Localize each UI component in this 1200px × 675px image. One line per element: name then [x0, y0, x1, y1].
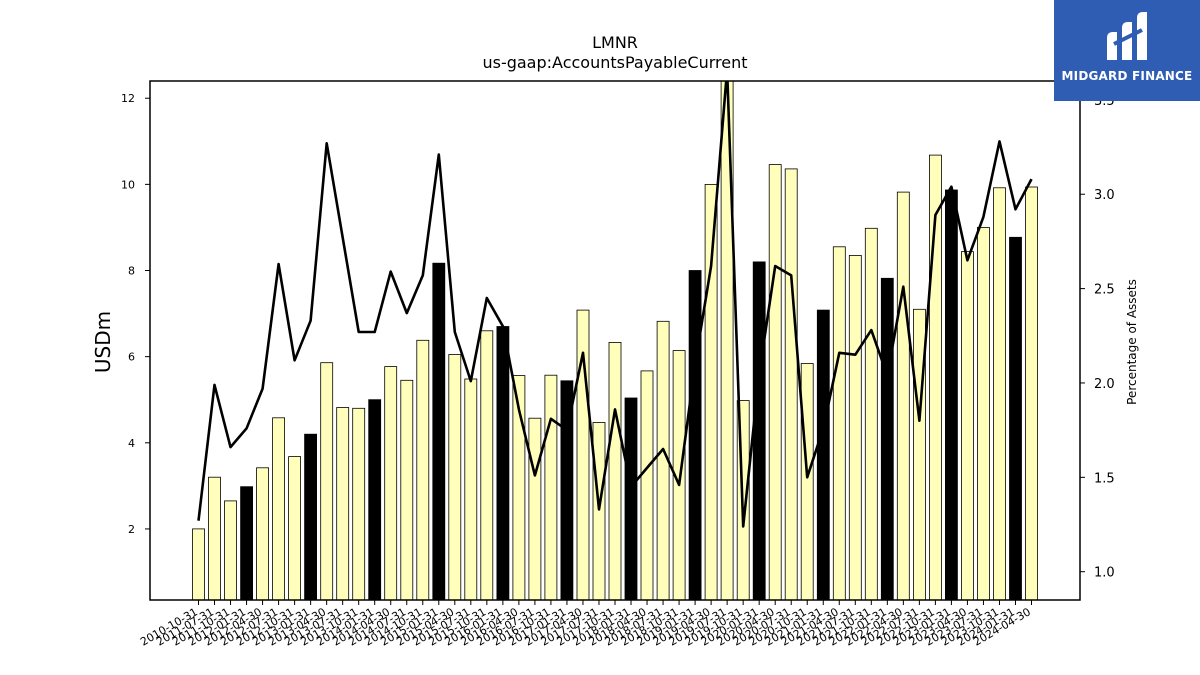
bar: [432, 262, 446, 601]
right-axis-ticks: 1.01.52.02.53.03.5: [1080, 94, 1115, 581]
bar: [704, 183, 718, 601]
bar: [352, 407, 366, 601]
bar: [961, 251, 974, 601]
bar: [240, 486, 254, 601]
bar: [977, 226, 990, 601]
bar: [448, 354, 462, 601]
bar: [624, 397, 638, 601]
bar: [832, 246, 846, 601]
y2-tick-label: 3.0: [1094, 188, 1115, 203]
y2-tick-label: 2.0: [1094, 377, 1115, 392]
brand-name: MIDGARD FINANCE: [1061, 69, 1193, 83]
bar: [400, 379, 414, 601]
bar: [608, 341, 622, 601]
percentage-line: [197, 81, 1033, 528]
chart-subtitle: us-gaap:AccountsPayableCurrent: [482, 53, 747, 72]
chart-title: LMNR: [592, 33, 638, 52]
bar: [304, 433, 318, 601]
bar: [640, 370, 654, 601]
bar: [192, 528, 205, 601]
y-tick-label: 10: [121, 178, 135, 191]
bar: [288, 456, 302, 601]
bar: [544, 374, 558, 601]
bar: [368, 399, 382, 601]
bar: [592, 422, 606, 601]
bar: [752, 261, 766, 601]
bar: [496, 326, 510, 601]
bar: [896, 191, 910, 601]
bar: [336, 407, 350, 601]
bar: [480, 330, 494, 601]
bar: [1025, 186, 1038, 601]
y-tick-label: 6: [128, 351, 135, 364]
bar: [864, 227, 878, 601]
bar: [784, 168, 798, 601]
line-series: [197, 81, 1033, 528]
bar: [224, 500, 237, 601]
bar: [848, 254, 862, 601]
bar: [1009, 236, 1022, 601]
y-tick-label: 12: [121, 92, 135, 105]
bar: [464, 378, 478, 601]
left-axis-ticks: 2 4 6 8 10 12: [121, 92, 150, 536]
bar: [768, 164, 782, 601]
y-tick-label: 8: [128, 265, 135, 278]
bar: [320, 362, 334, 601]
bar: [384, 366, 398, 601]
x-axis-ticks: 2010-10-312011-07-312011-10-312012-01-31…: [138, 600, 1033, 649]
bar: [416, 339, 430, 601]
y-tick-label: 2: [128, 523, 135, 536]
y-tick-label: 4: [128, 437, 135, 450]
midgard-finance-logo: MIDGARD FINANCE: [1054, 0, 1200, 101]
bar: [688, 270, 702, 601]
y-axis-label: USDm: [91, 311, 115, 373]
bar: [816, 309, 830, 601]
bar: [272, 417, 286, 601]
y2-axis-label: Percentage of Assets: [1125, 279, 1139, 405]
y2-tick-label: 2.5: [1094, 283, 1115, 298]
bar: [800, 363, 814, 601]
bar: [256, 467, 270, 601]
logo-mark-icon: [1107, 12, 1147, 60]
bar: [993, 187, 1006, 601]
y2-tick-label: 1.0: [1094, 566, 1115, 581]
bar: [528, 417, 542, 601]
y2-tick-label: 1.5: [1094, 471, 1115, 486]
bar: [880, 277, 894, 601]
bar: [208, 476, 221, 601]
bar: [945, 189, 958, 601]
